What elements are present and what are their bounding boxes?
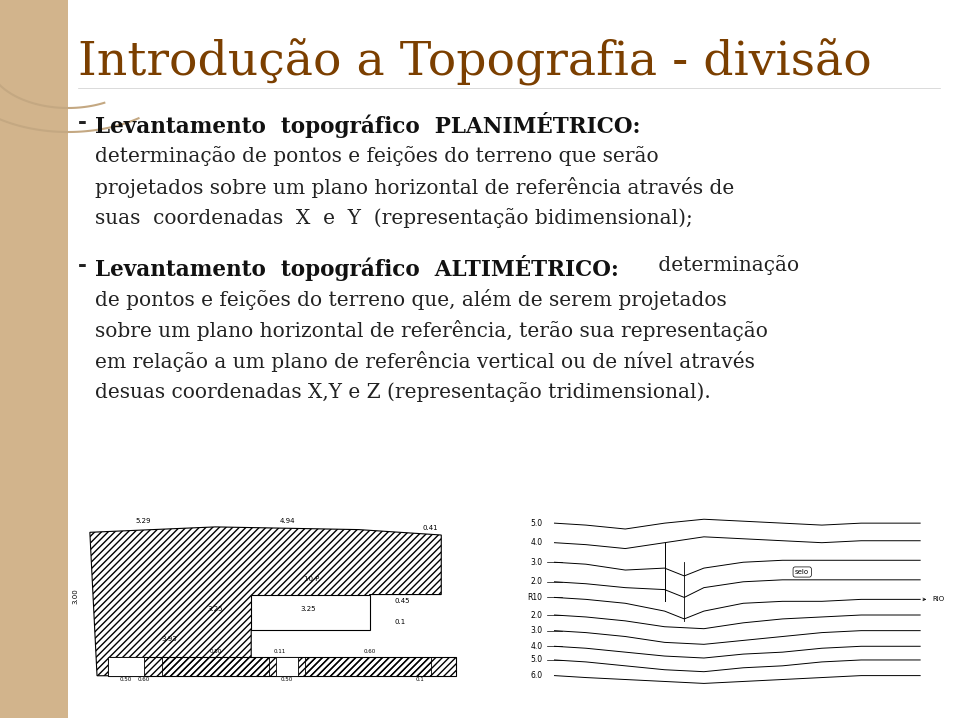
Text: 0.41: 0.41 xyxy=(423,525,438,531)
Text: RIO: RIO xyxy=(923,597,944,602)
Text: 0.60: 0.60 xyxy=(137,677,150,682)
Text: -: - xyxy=(78,255,87,277)
Polygon shape xyxy=(251,595,369,630)
Text: Levantamento  topográfico  ALTIMÉTRICO:: Levantamento topográfico ALTIMÉTRICO: xyxy=(95,255,619,281)
Text: projetados sobre um plano horizontal de referência através de: projetados sobre um plano horizontal de … xyxy=(95,177,735,198)
Text: 0.50: 0.50 xyxy=(209,649,222,654)
Text: 0.50: 0.50 xyxy=(120,677,131,682)
Text: 3.25: 3.25 xyxy=(301,606,316,612)
Text: 4.0: 4.0 xyxy=(530,642,543,651)
Text: 4.0: 4.0 xyxy=(530,538,543,547)
Text: 0.1: 0.1 xyxy=(415,677,424,682)
Text: 2.0: 2.0 xyxy=(530,577,543,587)
Text: em relação a um plano de referência vertical ou de nível através: em relação a um plano de referência vert… xyxy=(95,351,755,372)
Text: Introdução a Topografia - divisão: Introdução a Topografia - divisão xyxy=(78,38,872,85)
Text: 3.00: 3.00 xyxy=(73,588,79,604)
Polygon shape xyxy=(107,657,144,676)
Text: 3.93: 3.93 xyxy=(161,635,177,642)
Polygon shape xyxy=(90,527,441,676)
Bar xyxy=(0,0,68,718)
Text: 0.11: 0.11 xyxy=(273,649,286,654)
Text: 3.0: 3.0 xyxy=(530,558,543,567)
Text: 2.0: 2.0 xyxy=(530,610,543,620)
Text: 3.25: 3.25 xyxy=(207,606,223,612)
Text: suas  coordenadas  X  e  Y  (representação bidimensional);: suas coordenadas X e Y (representação bi… xyxy=(95,208,692,228)
Text: sobre um plano horizontal de referência, terão sua representação: sobre um plano horizontal de referência,… xyxy=(95,320,768,341)
Text: 0.60: 0.60 xyxy=(363,649,376,654)
Text: selo: selo xyxy=(795,569,809,575)
Polygon shape xyxy=(276,657,298,676)
Text: 5.0: 5.0 xyxy=(530,656,543,664)
Polygon shape xyxy=(107,657,456,676)
Text: 3.0: 3.0 xyxy=(530,626,543,635)
Text: -: - xyxy=(78,112,87,134)
Text: 10 P: 10 P xyxy=(305,576,320,582)
Text: determinação: determinação xyxy=(652,255,799,275)
Text: 0.45: 0.45 xyxy=(395,597,410,604)
Text: Levantamento  topográfico  PLANIMÉTRICO:: Levantamento topográfico PLANIMÉTRICO: xyxy=(95,112,641,138)
Text: determinação de pontos e feições do terreno que serão: determinação de pontos e feições do terr… xyxy=(95,146,659,166)
Text: 5.29: 5.29 xyxy=(136,518,152,524)
Text: 4.94: 4.94 xyxy=(279,518,294,524)
Text: R10: R10 xyxy=(527,593,543,602)
Text: 0.1: 0.1 xyxy=(395,620,406,625)
Text: de pontos e feições do terreno que, além de serem projetados: de pontos e feições do terreno que, além… xyxy=(95,289,727,309)
Text: 6.0: 6.0 xyxy=(530,671,543,680)
Text: 0.50: 0.50 xyxy=(281,677,293,682)
Text: desuas coordenadas X,Y e Z (representação tridimensional).: desuas coordenadas X,Y e Z (representaçã… xyxy=(95,383,711,402)
Text: 5.0: 5.0 xyxy=(530,518,543,528)
